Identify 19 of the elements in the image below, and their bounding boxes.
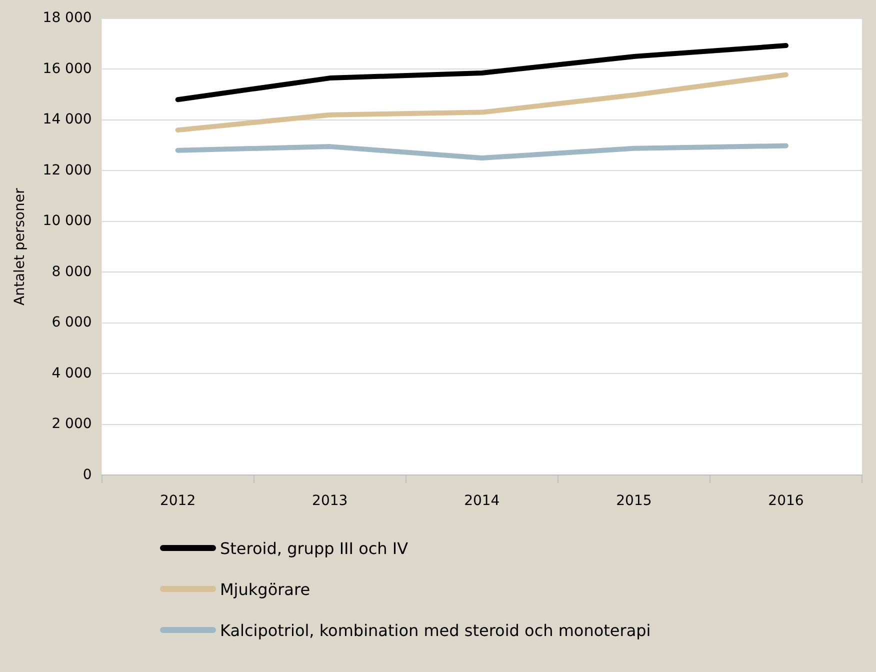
- y-tick-label: 6 000: [52, 314, 92, 331]
- y-tick-label: 4 000: [52, 365, 92, 382]
- x-tick-label: 2016: [768, 493, 804, 510]
- y-tick-label: 12 000: [42, 162, 92, 178]
- x-tick-label: 2015: [616, 493, 652, 510]
- x-tick-label: 2012: [160, 493, 196, 510]
- y-axis-title: Antalet personer: [12, 188, 28, 306]
- y-tick-label: 18 000: [42, 10, 92, 26]
- y-tick-label: 10 000: [42, 213, 92, 230]
- y-tick-label: 2 000: [52, 416, 92, 432]
- y-tick-label: 0: [82, 466, 92, 483]
- y-tick-label: 16 000: [42, 60, 92, 77]
- legend-label: Mjukgörare: [220, 580, 310, 598]
- y-tick-label: 14 000: [42, 112, 92, 128]
- legend-label: Steroid, grupp III och IV: [220, 538, 408, 558]
- x-tick-label: 2013: [312, 493, 348, 510]
- y-tick-label: 8 000: [52, 264, 92, 280]
- legend-label: Kalcipotriol, kombination med steroid och monoterapi: [220, 620, 651, 640]
- x-tick-label: 2014: [464, 493, 500, 510]
